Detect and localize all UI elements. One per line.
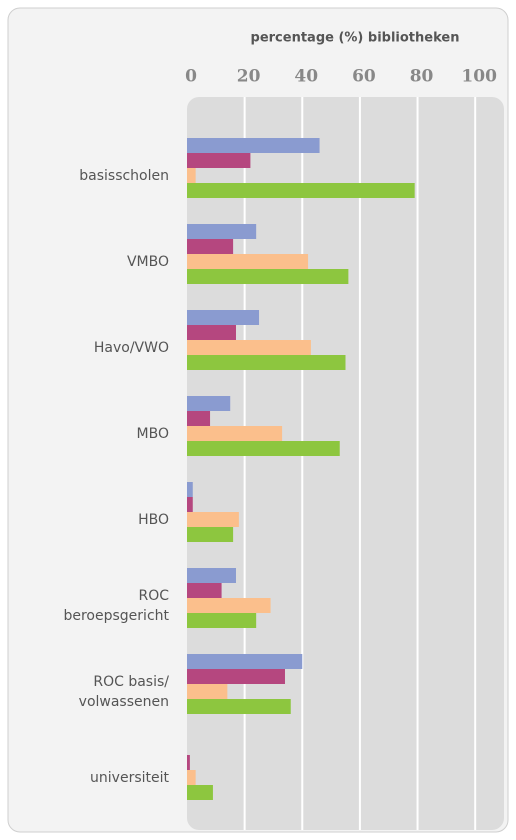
bar — [187, 669, 285, 684]
bar — [187, 654, 303, 669]
bar — [187, 269, 349, 284]
bar — [187, 325, 236, 340]
bar — [187, 512, 239, 527]
y-tick-label: HBO — [138, 512, 169, 528]
bar — [187, 568, 236, 583]
x-tick-label: 40 — [294, 67, 318, 87]
x-tick-label: 60 — [352, 67, 376, 87]
bar — [187, 441, 340, 456]
y-tick-label: VMBO — [126, 254, 169, 270]
bar — [187, 497, 193, 512]
bar — [187, 527, 234, 542]
y-tick-label: ROC basis/ volwassenen — [78, 674, 169, 710]
y-tick-label: ROC beroepsgericht — [63, 588, 169, 624]
bar — [187, 396, 231, 411]
chart-title: percentage (%) bibliotheken — [251, 31, 460, 46]
y-tick-label: universiteit — [90, 770, 169, 786]
bar — [187, 755, 190, 770]
bar — [187, 684, 228, 699]
bar — [187, 355, 346, 370]
bar — [187, 411, 211, 426]
bar — [187, 153, 251, 168]
bar — [187, 239, 234, 254]
bar — [187, 168, 196, 183]
bar — [187, 598, 271, 613]
bar — [187, 138, 320, 153]
bar — [187, 310, 260, 325]
x-tick-label: 0 — [185, 67, 197, 87]
x-tick-label: 100 — [461, 67, 497, 87]
bar — [187, 340, 311, 355]
bar — [187, 482, 193, 497]
bar — [187, 613, 257, 628]
bar — [187, 770, 196, 785]
bar — [187, 426, 283, 441]
y-tick-label: basisscholen — [79, 168, 169, 184]
bar — [187, 254, 309, 269]
plot-area — [187, 97, 504, 830]
bar — [187, 785, 213, 800]
bar — [187, 224, 257, 239]
x-tick-label: 20 — [237, 67, 261, 87]
bar — [187, 183, 415, 198]
y-tick-label: Havo/VWO — [93, 340, 169, 356]
y-tick-label: MBO — [136, 426, 169, 442]
bar — [187, 699, 291, 714]
x-tick-label: 80 — [410, 67, 434, 87]
bar — [187, 583, 222, 598]
